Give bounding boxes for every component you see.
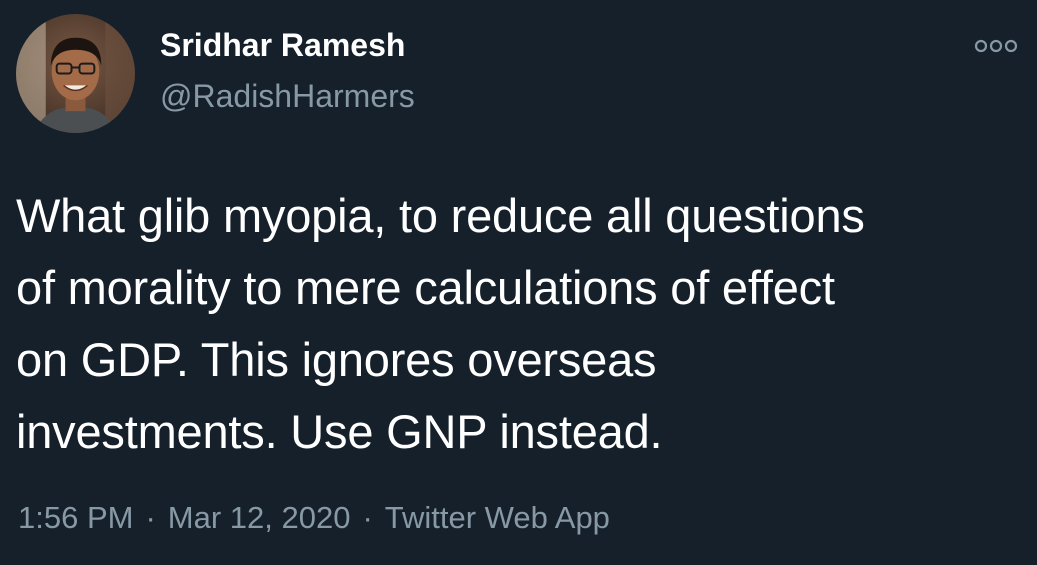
- author-handle[interactable]: @RadishHarmers: [160, 78, 415, 114]
- tweet-metadata: 1:56 PM · Mar 12, 2020 · Twitter Web App: [18, 500, 610, 536]
- separator-dot: ·: [362, 500, 373, 535]
- more-options-button[interactable]: [972, 32, 1020, 60]
- tweet-time[interactable]: 1:56 PM: [18, 500, 134, 535]
- author-display-name[interactable]: Sridhar Ramesh: [160, 27, 406, 63]
- avatar[interactable]: [16, 14, 135, 133]
- separator-dot: ·: [145, 500, 156, 535]
- tweet-source[interactable]: Twitter Web App: [384, 500, 610, 535]
- tweet-date[interactable]: Mar 12, 2020: [167, 500, 351, 535]
- more-options-icon: [974, 39, 1018, 53]
- profile-photo-icon: [16, 14, 135, 133]
- tweet-text: What glib myopia, to reduce all question…: [16, 189, 865, 458]
